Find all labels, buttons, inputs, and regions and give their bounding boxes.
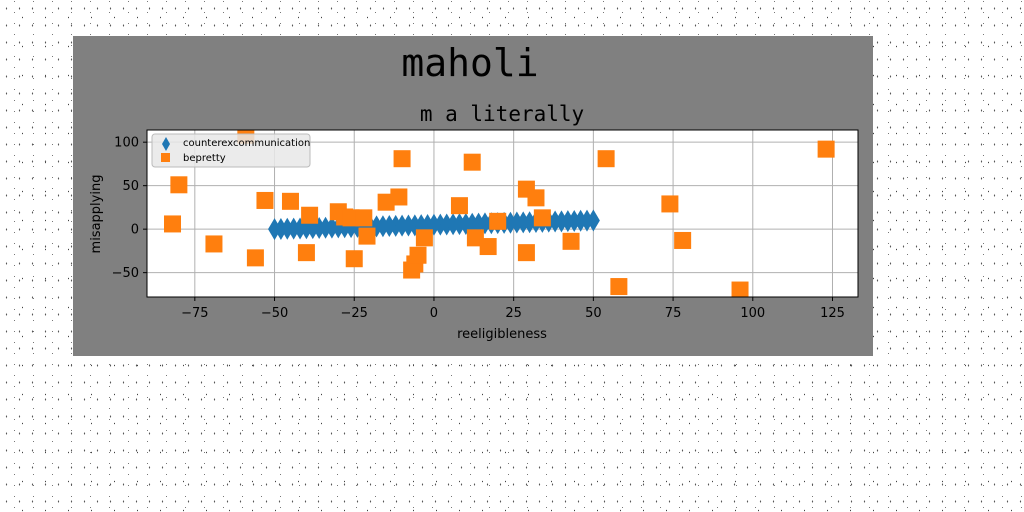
- series-2-point: [597, 150, 615, 168]
- series-2-point: [415, 229, 433, 247]
- series-2-point: [533, 209, 551, 227]
- x-tick-label: 100: [740, 306, 765, 321]
- series-2-point: [246, 249, 264, 267]
- series-2-point: [205, 235, 223, 253]
- series-2-point: [479, 238, 497, 256]
- series-2-point: [390, 188, 408, 206]
- x-tick-label: −25: [341, 306, 368, 321]
- series-2-point: [281, 192, 299, 210]
- series-2-point: [527, 189, 545, 207]
- legend: counterexcommunication bepretty: [151, 133, 311, 168]
- data-series: [164, 130, 835, 297]
- series-2-point: [301, 206, 319, 224]
- series-2-point: [817, 140, 835, 158]
- series-2-point: [409, 246, 427, 264]
- x-tick-label: 50: [585, 306, 602, 321]
- x-tick-label: 25: [505, 306, 522, 321]
- series-2-point: [377, 193, 395, 211]
- series-2-point: [358, 227, 376, 245]
- chart-subtitle: m a literally: [420, 102, 584, 126]
- series-2-point: [450, 197, 468, 215]
- x-tick-label: 75: [665, 306, 682, 321]
- y-tick-label: 100: [114, 136, 139, 151]
- legend-marker-diamond-icon: [162, 137, 170, 151]
- legend-label-series-2: bepretty: [183, 153, 226, 164]
- legend-label-series-1: counterexcommunication: [183, 138, 310, 149]
- y-tick-label: 50: [122, 179, 139, 194]
- x-tick-label: 125: [820, 306, 845, 321]
- series-2-point: [463, 153, 481, 171]
- series-2-point: [342, 209, 360, 227]
- series-1-point: [586, 209, 600, 232]
- series-2-point: [297, 244, 315, 262]
- series-2-point: [674, 231, 692, 249]
- series-2-point: [489, 212, 507, 230]
- legend-box: [151, 133, 311, 168]
- series-2-point: [355, 209, 373, 227]
- series-2-point: [466, 229, 484, 247]
- series-2-point: [170, 176, 188, 194]
- x-axis-label: reeligibleness: [457, 327, 547, 342]
- series-2-point: [661, 195, 679, 213]
- series-2-point: [164, 215, 182, 233]
- y-tick-label: 0: [131, 223, 139, 238]
- x-tick-label: 0: [430, 306, 438, 321]
- series-2-point: [345, 250, 363, 268]
- series-2-point: [256, 191, 274, 209]
- y-axis-label: misapplying: [89, 175, 104, 254]
- series-2-point: [517, 244, 535, 262]
- series-2-point: [610, 278, 628, 296]
- x-tick-label: −50: [261, 306, 288, 321]
- x-tick-label: −75: [181, 306, 208, 321]
- series-2-point: [731, 281, 749, 297]
- series-2-point: [562, 232, 580, 250]
- series-2-point: [393, 150, 411, 168]
- axis-ticks: −75 −50 −25 0 25 50 75 100 125 −50 0 50 100: [112, 136, 845, 321]
- chart-title: maholi: [401, 41, 538, 85]
- plot-frame: [146, 129, 859, 298]
- legend-marker-square-icon: [161, 153, 170, 162]
- y-tick-label: −50: [112, 266, 139, 281]
